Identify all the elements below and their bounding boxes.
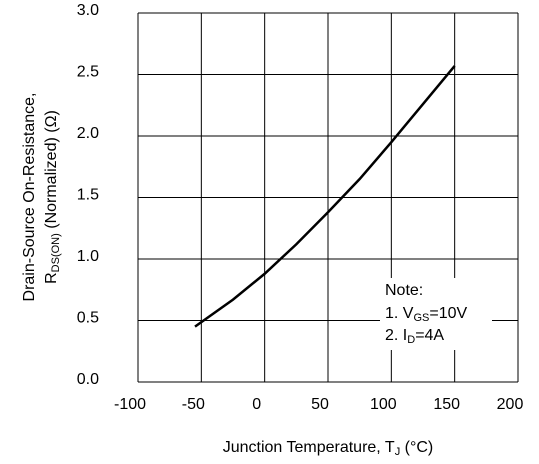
text-part: =10V	[429, 305, 467, 322]
y-tick-label: 1.5	[77, 187, 99, 204]
x-tick-label: -50	[182, 396, 205, 413]
text-part: DS(ON)	[50, 233, 62, 272]
x-tick-label: -100	[114, 396, 146, 413]
x-tick-label: 0	[252, 396, 261, 413]
y-tick-label: 0.0	[77, 371, 99, 388]
text-part: 2. I	[385, 327, 407, 344]
y-axis-label-line: Drain-Source On-Resistance,	[21, 93, 38, 302]
text-part: GS	[413, 312, 429, 324]
x-tick-label: 100	[370, 396, 397, 413]
text-part: =4A	[415, 327, 444, 344]
x-tick-label: 150	[433, 396, 460, 413]
text-part: (°C)	[400, 439, 433, 456]
y-tick-label: 2.5	[77, 64, 99, 81]
note-line: 2. ID=4A	[385, 327, 444, 346]
text-part: J	[395, 446, 401, 458]
text-part: Junction Temperature, T	[223, 439, 395, 456]
text-part: D	[407, 334, 415, 346]
note-line: 1. VGS=10V	[385, 305, 468, 324]
text-part: (Normalized) (Ω)	[43, 110, 60, 233]
y-tick-label: 2.0	[77, 125, 99, 142]
y-tick-label: 3.0	[77, 2, 99, 19]
text-part: Drain-Source On-Resistance,	[21, 93, 38, 302]
y-tick-label: 0.5	[77, 310, 99, 327]
y-axis-label: Drain-Source On-Resistance, RDS(ON) (Norm…	[21, 93, 62, 302]
y-axis-label-line: RDS(ON) (Normalized) (Ω)	[43, 110, 62, 284]
text-part: 1. V	[385, 305, 414, 322]
x-tick-label: 50	[311, 396, 329, 413]
x-axis-label: Junction Temperature, TJ (°C)	[223, 439, 434, 458]
note-title: Note:	[385, 282, 423, 299]
series-line	[194, 65, 456, 328]
y-tick-label: 1.0	[77, 248, 99, 265]
text-part: R	[43, 272, 60, 284]
note-background	[380, 278, 492, 350]
x-tick-label: 200	[497, 396, 524, 413]
